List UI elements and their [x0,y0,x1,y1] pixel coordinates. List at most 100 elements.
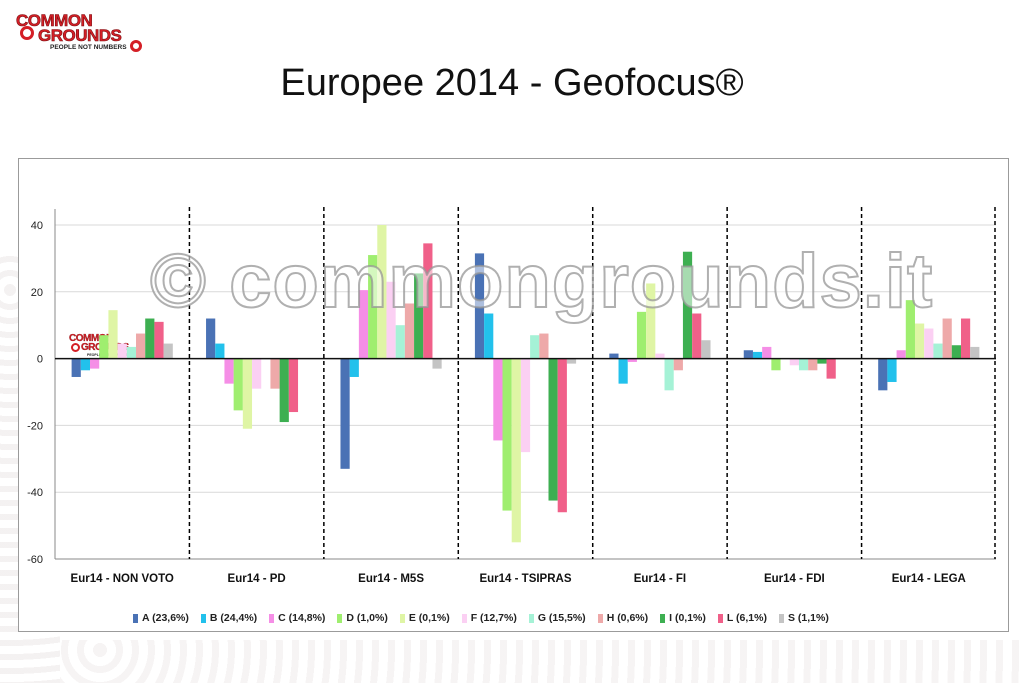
legend-swatch [778,613,784,623]
bar [970,346,980,359]
y-tick-label: 0 [37,354,43,366]
bar [655,353,665,359]
bar [395,325,405,359]
bar [878,358,888,391]
bar [358,290,369,359]
bar [539,333,549,359]
bar [933,343,943,359]
legend-label: D (1,0%) [346,612,388,624]
bar [887,358,897,382]
category-label: Eur14 - NON VOTO [71,573,174,585]
slide-title: Europee 2014 - Geofocus® [280,62,744,104]
bar [340,358,350,469]
bar [905,300,915,359]
y-tick-label: 20 [31,287,43,299]
chart-logo-line1: COMMON [69,333,113,344]
bar [557,358,567,513]
y-tick-label: 40 [31,220,43,232]
bar-chart: 40 20 0 -20 -40 -60 Eur14 - NON VOTO Eur14 - PD… [27,207,996,585]
bar [117,343,127,359]
bar [673,358,683,371]
bar [432,358,442,369]
logo-line1: COMMON [16,11,93,30]
bar [404,303,415,359]
bar [664,358,674,391]
bar [817,358,827,364]
legend-item: C (14,8%) [269,612,325,624]
bar [924,328,934,359]
bar [386,281,396,359]
bar [789,358,799,366]
bar [90,358,100,369]
legend-label: B (24,4%) [209,612,258,624]
bar [743,350,753,359]
legend-item: I (0,1%) [660,612,706,624]
logo-ring-icon [130,40,142,52]
legend-swatch [269,613,275,623]
bar [566,358,577,364]
y-tick-label: -60 [27,554,43,566]
legend-swatch [528,613,534,623]
bar [682,251,693,359]
bar [349,358,359,377]
watermark: © commongrounds.it [149,238,934,325]
legend-item: A (23,6%) [133,612,189,624]
category-label: Eur14 - PD [228,573,286,585]
bar [484,313,494,359]
bar [636,311,647,359]
commongrounds-logo: COMMON GROUNDS PEOPLE NOT NUMBERS [16,10,146,56]
legend-swatch [200,613,206,623]
bar [826,358,836,379]
bar [474,253,485,359]
legend-swatch [399,613,405,623]
logo-line2: GROUNDS [38,26,123,45]
bar [520,358,531,453]
category-label: Eur14 - M5S [358,573,424,585]
bar [288,358,299,413]
legend-item: L (6,1%) [717,612,767,624]
bar [215,343,225,359]
y-tick-label: -20 [27,420,43,432]
bar [154,321,164,359]
legend-item: E (0,1%) [399,612,450,624]
bar [224,358,234,384]
background-texture-bottom [60,640,1024,683]
bar [252,358,262,389]
chart-legend: A (23,6%) B (24,4%) C (14,8%) D (1,0%) E (0,… [133,610,841,626]
legend-swatch [461,613,467,623]
bar [108,310,118,359]
bar [511,358,521,543]
legend-label: L (6,1%) [726,612,767,624]
legend-label: C (14,8%) [278,612,326,624]
legend-item: G (15,5%) [528,612,586,624]
bar [136,333,146,359]
legend-swatch [133,613,138,623]
legend-item: B (24,4%) [200,612,258,624]
bar [502,358,512,511]
bar [618,358,628,384]
category-label: Eur14 - FDI [764,573,825,585]
legend-item: S (1,1%) [778,612,829,624]
bar [145,318,155,359]
bar [242,358,253,429]
bar [233,358,243,411]
legend-item: F (12,7%) [461,612,517,624]
bar [701,340,711,359]
legend-swatch [717,613,723,623]
bar [627,358,637,362]
legend-label: A (23,6%) [142,612,189,624]
bar [692,313,702,359]
bar [423,243,433,359]
bar [960,318,971,359]
bar [279,358,289,423]
bar [808,358,818,371]
legend-label: H (0,6%) [606,612,649,624]
logo-tagline: PEOPLE NOT NUMBERS [50,44,127,51]
category-label: Eur14 - LEGA [892,573,966,585]
bar [206,318,216,359]
bar [163,343,173,359]
category-label: Eur14 - FI [634,573,686,585]
legend-label: E (0,1%) [408,612,450,624]
bar [942,318,952,359]
bar [126,346,137,359]
